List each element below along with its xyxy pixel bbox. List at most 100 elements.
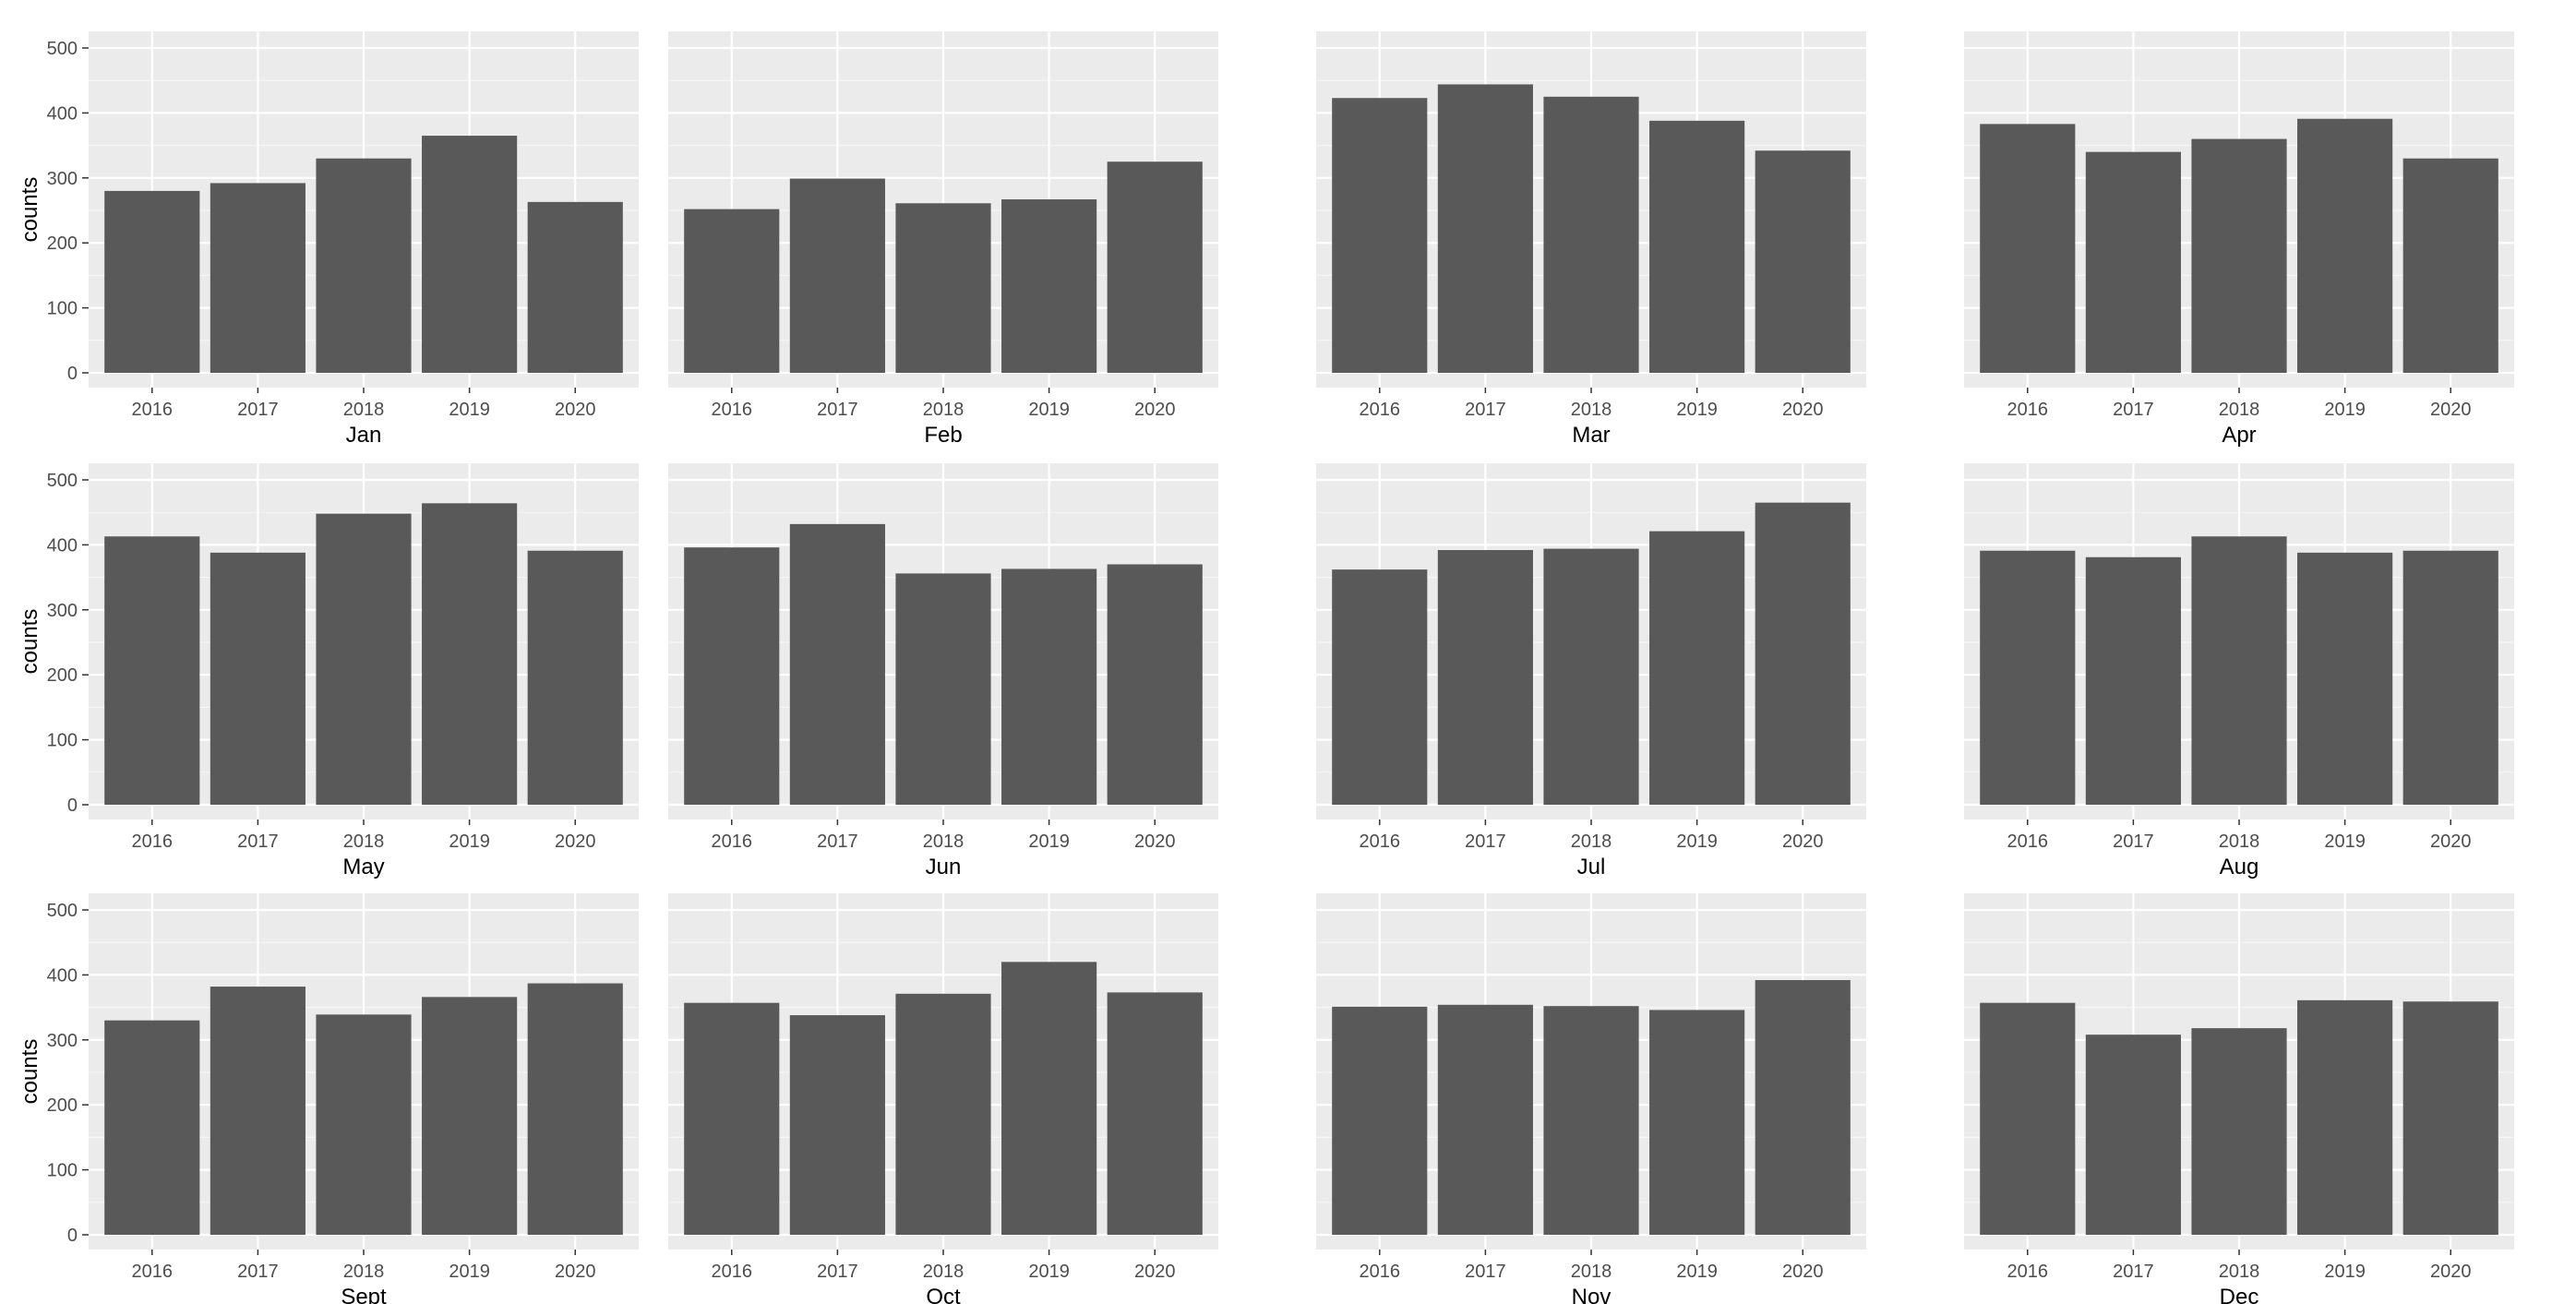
y-tick-label: 400	[47, 535, 78, 556]
x-tick-label: 2018	[1571, 1262, 1612, 1282]
bar-sept-2016	[104, 1020, 200, 1235]
bar-nov-2020	[1755, 980, 1851, 1235]
bar-apr-2017	[2085, 151, 2181, 373]
x-tick-label: 2017	[237, 1262, 279, 1282]
x-tick-label: 2018	[923, 400, 965, 420]
panel-mar: 2016 2017 2018 2019 2020 Mar	[1316, 31, 1866, 448]
bar-jul-2017	[1437, 550, 1533, 805]
bar-aug-2017	[2085, 556, 2181, 805]
x-tick-label: 2018	[1571, 831, 1612, 852]
x-tick-label: 2016	[2007, 400, 2049, 420]
x-tick-label: 2020	[1782, 831, 1824, 852]
facet-label: Sept	[341, 1285, 387, 1304]
panel-dec: 2016 2017 2018 2019 2020 Dec	[1964, 893, 2514, 1304]
x-tick-label: 2019	[1676, 1262, 1718, 1282]
x-tick-label: 2017	[2113, 1262, 2154, 1282]
x-tick-label: 2018	[2219, 400, 2260, 420]
x-tick-label: 2019	[1676, 400, 1718, 420]
bar-sept-2017	[210, 987, 306, 1235]
x-tick-label: 2019	[2324, 1262, 2366, 1282]
bar-oct-2017	[789, 1015, 885, 1235]
panel-oct: 2016 2017 2018 2019 2020 Oct	[668, 893, 1218, 1304]
panel-jul: 2016 2017 2018 2019 2020 Jul	[1316, 463, 1866, 879]
facet-label: Nov	[1572, 1285, 1611, 1304]
facet-label: Jul	[1577, 855, 1606, 879]
panel-aug: 2016 2017 2018 2019 2020 Aug	[1964, 463, 2514, 879]
bar-jan-2019	[422, 136, 518, 374]
bar-jan-2020	[527, 201, 623, 373]
bar-feb-2018	[895, 203, 991, 373]
bar-mar-2016	[1332, 98, 1428, 373]
bar-aug-2016	[1980, 550, 2076, 805]
bar-may-2017	[210, 552, 306, 805]
x-tick-label: 2016	[132, 831, 174, 852]
y-tick-label: 500	[47, 901, 78, 921]
panel-jan: 2016 2017 2018 2019 2020 Jan 0 100 200 300 400 500 c…	[18, 31, 639, 448]
y-tick-label: 400	[47, 965, 78, 986]
bar-nov-2018	[1543, 1006, 1639, 1235]
bar-dec-2016	[1980, 1002, 2076, 1235]
x-tick-label: 2018	[343, 831, 385, 852]
panel-apr: 2016 2017 2018 2019 2020 Apr	[1964, 31, 2514, 448]
bar-sept-2018	[316, 1014, 412, 1235]
facet-label: Aug	[2220, 855, 2259, 879]
y-tick-label: 300	[47, 169, 78, 189]
bar-apr-2019	[2297, 118, 2393, 373]
x-tick-label: 2020	[1134, 831, 1176, 852]
bar-dec-2017	[2085, 1035, 2181, 1235]
x-tick-label: 2019	[449, 831, 490, 852]
y-tick-label: 500	[47, 39, 78, 59]
x-tick-label: 2020	[2430, 400, 2472, 420]
bar-jun-2017	[789, 523, 885, 805]
bar-nov-2016	[1332, 1006, 1428, 1235]
y-tick-label: 400	[47, 103, 78, 124]
bar-apr-2020	[2402, 158, 2498, 373]
x-tick-label: 2020	[555, 1262, 596, 1282]
bar-jan-2017	[210, 183, 306, 373]
bar-jan-2016	[104, 190, 200, 373]
y-axis-title: counts	[18, 1039, 42, 1105]
x-tick-label: 2017	[237, 400, 279, 420]
bar-feb-2020	[1107, 162, 1203, 373]
bar-apr-2018	[2191, 138, 2287, 373]
x-tick-label: 2020	[555, 831, 596, 852]
x-tick-label: 2017	[817, 1262, 858, 1282]
x-tick-label: 2020	[2430, 1262, 2472, 1282]
x-tick-label: 2017	[817, 831, 858, 852]
bar-jul-2018	[1543, 548, 1639, 805]
x-tick-label: 2017	[1465, 831, 1506, 852]
y-tick-label: 0	[67, 796, 78, 816]
bar-aug-2018	[2191, 536, 2287, 805]
bar-oct-2016	[684, 1002, 780, 1235]
bar-feb-2019	[1001, 199, 1097, 373]
x-tick-label: 2019	[1028, 831, 1070, 852]
x-tick-label: 2018	[343, 1262, 385, 1282]
x-tick-label: 2019	[1028, 400, 1070, 420]
facet-label: Mar	[1572, 423, 1610, 448]
facet-label: Jan	[346, 423, 382, 448]
bar-nov-2017	[1437, 1004, 1533, 1235]
x-tick-label: 2017	[1465, 400, 1506, 420]
x-tick-label: 2016	[2007, 831, 2049, 852]
bar-jan-2018	[316, 158, 412, 373]
y-tick-label: 100	[47, 1161, 78, 1181]
x-tick-label: 2017	[2113, 400, 2154, 420]
x-tick-label: 2018	[2219, 1262, 2260, 1282]
y-axis-title: counts	[18, 609, 42, 675]
bar-apr-2016	[1980, 124, 2076, 374]
bar-jun-2020	[1107, 564, 1203, 805]
bar-may-2020	[527, 550, 623, 805]
bar-jun-2016	[684, 547, 780, 805]
bar-jul-2016	[1332, 569, 1428, 805]
y-tick-label: 200	[47, 665, 78, 686]
x-tick-label: 2016	[2007, 1262, 2049, 1282]
bar-oct-2018	[895, 993, 991, 1235]
bar-oct-2020	[1107, 992, 1203, 1235]
x-tick-label: 2018	[923, 1262, 965, 1282]
bar-may-2018	[316, 513, 412, 805]
x-tick-label: 2020	[1134, 1262, 1176, 1282]
x-tick-label: 2016	[1360, 1262, 1401, 1282]
x-tick-label: 2020	[1782, 400, 1824, 420]
bar-mar-2019	[1649, 120, 1745, 373]
x-tick-label: 2018	[343, 400, 385, 420]
